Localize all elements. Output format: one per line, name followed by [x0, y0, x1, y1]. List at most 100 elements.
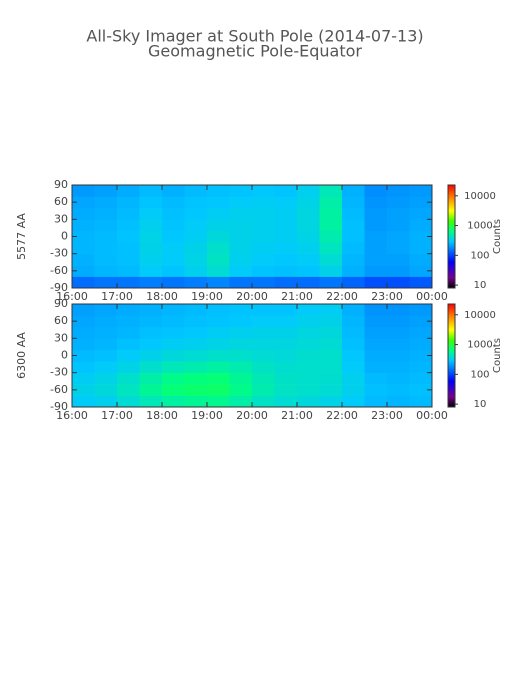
heat-cell	[387, 276, 410, 289]
heat-cell	[139, 361, 163, 373]
heat-cell	[139, 384, 163, 396]
colorbar-tick-label: 1000	[467, 221, 492, 232]
x-tick-label: 20:00	[236, 409, 268, 422]
heat-cell	[117, 338, 140, 351]
heat-cell	[387, 338, 410, 351]
heat-cell	[94, 304, 118, 316]
heat-cell	[117, 265, 140, 277]
heat-cell	[72, 326, 95, 339]
y-tick-label: -30	[50, 366, 68, 379]
heat-cell	[207, 185, 230, 197]
x-tick-label: 00:00	[416, 409, 448, 422]
heat-cell	[139, 349, 163, 362]
heat-cell	[252, 207, 275, 220]
heat-cell	[94, 361, 118, 373]
heat-cell	[342, 253, 365, 266]
heat-cell	[94, 253, 118, 266]
heat-cell	[342, 384, 365, 396]
heat-cell	[364, 395, 388, 408]
heat-cell	[72, 304, 95, 316]
x-tick-label: 22:00	[326, 409, 358, 422]
heat-cell	[229, 265, 253, 277]
y-tick-label: 90	[54, 178, 68, 191]
heat-cell	[297, 196, 320, 209]
heat-cell	[139, 253, 163, 266]
heat-cell	[409, 361, 433, 373]
heat-cell	[387, 185, 410, 197]
heat-cell	[252, 242, 275, 254]
heat-cell	[207, 265, 230, 277]
colorbar-tick-label: 1000	[467, 340, 492, 351]
heat-cell	[139, 326, 163, 339]
heat-cell	[274, 242, 298, 254]
heat-cell	[252, 315, 275, 328]
heat-cell	[72, 315, 95, 328]
heat-cell	[409, 230, 433, 243]
heat-cell	[319, 384, 343, 396]
heat-cell	[117, 372, 140, 385]
heat-cell	[184, 349, 208, 362]
heat-cell	[94, 384, 118, 396]
heat-cell	[387, 372, 410, 385]
heat-cell	[319, 315, 343, 328]
heat-cell	[252, 230, 275, 243]
heat-cell	[297, 185, 320, 197]
heat-cell	[274, 185, 298, 197]
heat-cell	[117, 304, 140, 316]
y-tick-label: 0	[61, 230, 68, 243]
chart-title: All-Sky Imager at South Pole (2014-07-13…	[86, 27, 423, 46]
heat-cell	[117, 395, 140, 408]
y-axis-label: 5577 AA	[15, 213, 28, 260]
heat-cell	[229, 230, 253, 243]
heat-cell	[72, 219, 95, 232]
heat-cell	[207, 349, 230, 362]
heat-cell	[207, 219, 230, 232]
heat-cell	[252, 395, 275, 408]
x-tick-label: 18:00	[146, 409, 178, 422]
heat-cell	[342, 185, 365, 197]
heat-cell	[184, 265, 208, 277]
colorbar-tick-label: 10000	[464, 191, 496, 202]
colorbar-label: Counts	[492, 219, 503, 254]
heat-cell	[94, 230, 118, 243]
heat-cell	[342, 242, 365, 254]
heat-cell	[252, 338, 275, 351]
heat-cell	[207, 242, 230, 254]
heat-cell	[184, 315, 208, 328]
heat-cell	[409, 315, 433, 328]
y-tick-label: -90	[50, 281, 68, 294]
heat-cell	[319, 230, 343, 243]
heat-cell	[319, 326, 343, 339]
heat-cell	[342, 265, 365, 277]
heat-cell	[207, 338, 230, 351]
heat-cell	[117, 219, 140, 232]
y-tick-label: 60	[54, 314, 68, 327]
heat-cell	[72, 395, 95, 408]
heat-cell	[409, 349, 433, 362]
heat-cell	[229, 304, 253, 316]
colorbar-tick-label: 100	[470, 250, 489, 261]
heat-cell	[184, 384, 208, 396]
heat-cell	[274, 384, 298, 396]
heat-cell	[274, 219, 298, 232]
heat-cell	[274, 207, 298, 220]
chart-subtitle: Geomagnetic Pole-Equator	[148, 42, 362, 61]
heat-cell	[94, 326, 118, 339]
heat-cell	[364, 219, 388, 232]
heat-cell	[162, 253, 185, 266]
heat-cell	[117, 326, 140, 339]
heat-cell	[229, 315, 253, 328]
heat-cell	[364, 384, 388, 396]
heat-cell	[139, 304, 163, 316]
heat-cell	[94, 349, 118, 362]
heat-cell	[117, 384, 140, 396]
heat-cell	[94, 276, 118, 289]
heat-cell	[117, 276, 140, 289]
heat-cell	[274, 395, 298, 408]
heat-cell	[162, 196, 185, 209]
heat-cell	[184, 242, 208, 254]
x-tick-label: 00:00	[416, 290, 448, 303]
heat-cell	[387, 242, 410, 254]
heat-cell	[319, 242, 343, 254]
heat-cell	[117, 315, 140, 328]
